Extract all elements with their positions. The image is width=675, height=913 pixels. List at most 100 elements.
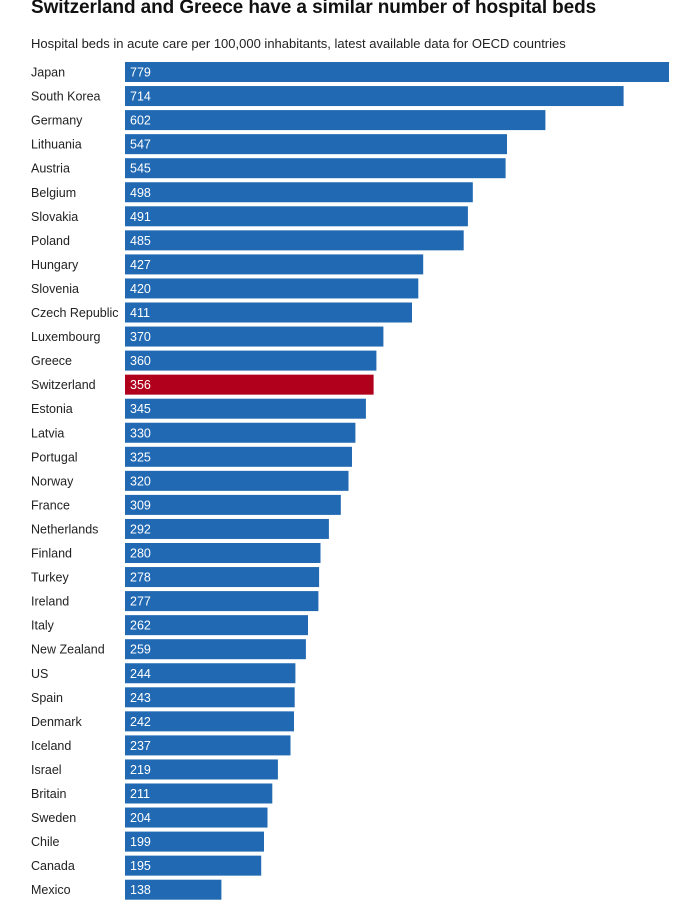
category-label-france: France: [31, 498, 70, 512]
bar-row-ireland: Ireland 277: [31, 591, 319, 612]
data-label-switzerland: 356: [130, 378, 151, 392]
category-label-norway: Norway: [31, 474, 74, 488]
data-label-greece: 360: [130, 354, 151, 368]
bar-turkey: [125, 567, 320, 588]
category-label-switzerland: Switzerland: [31, 378, 96, 392]
chart-title: Switzerland and Greece have a similar nu…: [31, 0, 597, 18]
data-label-lithuania: 547: [130, 138, 151, 152]
bar-row-france: France 309: [31, 494, 341, 515]
category-label-britain: Britain: [31, 787, 66, 801]
data-label-spain: 243: [130, 691, 151, 705]
bar-france: [125, 494, 341, 515]
bar-chile: [125, 831, 264, 852]
bar-row-britain: Britain 211: [31, 783, 273, 804]
category-label-hungary: Hungary: [31, 258, 79, 272]
category-label-belgium: Belgium: [31, 186, 76, 200]
bar-mexico: [125, 879, 222, 900]
category-label-south-korea: South Korea: [31, 90, 101, 104]
category-label-finland: Finland: [31, 547, 72, 561]
bar-row-slovenia: Slovenia 420: [31, 278, 419, 299]
bar-belgium: [125, 182, 473, 203]
bar-lithuania: [125, 134, 507, 155]
bar-portugal: [125, 446, 352, 467]
bar-south-korea: [125, 86, 624, 107]
bar-row-canada: Canada 195: [31, 855, 262, 876]
bar-iceland: [125, 735, 291, 756]
category-label-new-zealand: New Zealand: [31, 643, 105, 657]
category-label-lithuania: Lithuania: [31, 138, 82, 152]
category-label-greece: Greece: [31, 354, 72, 368]
data-label-france: 309: [130, 498, 151, 512]
bar-poland: [125, 230, 464, 251]
data-label-austria: 545: [130, 162, 151, 176]
category-label-italy: Italy: [31, 619, 55, 633]
bar-greece: [125, 350, 377, 371]
bar-netherlands: [125, 518, 329, 539]
bar-israel: [125, 759, 278, 780]
bar-row-hungary: Hungary 427: [31, 254, 424, 275]
bar-row-turkey: Turkey 278: [31, 567, 320, 588]
category-label-mexico: Mexico: [31, 883, 71, 897]
bar-row-finland: Finland 280: [31, 543, 321, 563]
bar-row-slovakia: Slovakia 491: [31, 206, 468, 227]
category-label-netherlands: Netherlands: [31, 522, 98, 536]
bar-row-latvia: Latvia 330: [31, 422, 356, 443]
category-label-turkey: Turkey: [31, 571, 69, 585]
category-label-germany: Germany: [31, 114, 83, 128]
bar-finland: [125, 543, 321, 563]
bar-denmark: [125, 711, 294, 732]
data-label-turkey: 278: [130, 571, 151, 585]
bar-row-israel: Israel 219: [31, 759, 278, 780]
bar-czech-republic: [125, 302, 412, 323]
category-label-denmark: Denmark: [31, 715, 82, 729]
bar-ireland: [125, 591, 319, 612]
bar-row-austria: Austria 545: [31, 158, 506, 179]
bar-estonia: [125, 398, 366, 419]
bar-new-zealand: [125, 639, 306, 660]
bar-slovenia: [125, 278, 419, 299]
data-label-denmark: 242: [130, 715, 151, 729]
bar-row-czech-republic: Czech Republic 411: [31, 302, 412, 323]
bar-row-new-zealand: New Zealand 259: [31, 639, 306, 660]
bar-germany: [125, 110, 546, 131]
bar-slovakia: [125, 206, 468, 227]
data-label-slovakia: 491: [130, 210, 151, 224]
bar-japan: [125, 62, 669, 82]
bar-row-lithuania: Lithuania 547: [31, 134, 507, 155]
category-label-chile: Chile: [31, 835, 60, 849]
bar-luxembourg: [125, 326, 384, 347]
data-label-luxembourg: 370: [130, 330, 151, 344]
bar-row-chile: Chile 199: [31, 831, 264, 852]
data-label-us: 244: [130, 667, 151, 681]
category-label-us: US: [31, 667, 48, 681]
category-label-czech-republic: Czech Republic: [31, 306, 119, 320]
bar-row-norway: Norway 320: [31, 470, 349, 491]
data-label-czech-republic: 411: [130, 306, 150, 320]
category-label-japan: Japan: [31, 66, 65, 80]
data-label-israel: 219: [130, 763, 151, 777]
bar-us: [125, 663, 296, 684]
chart-subtitle: Hospital beds in acute care per 100,000 …: [31, 36, 566, 51]
category-label-austria: Austria: [31, 162, 70, 176]
data-label-mexico: 138: [130, 883, 151, 897]
bar-hungary: [125, 254, 424, 275]
bar-row-poland: Poland 485: [31, 230, 464, 251]
bar-austria: [125, 158, 506, 179]
data-label-estonia: 345: [130, 402, 151, 416]
bar-row-mexico: Mexico 138: [31, 879, 222, 900]
category-label-iceland: Iceland: [31, 739, 71, 753]
bar-row-denmark: Denmark 242: [31, 711, 294, 732]
category-label-slovenia: Slovenia: [31, 282, 79, 296]
bar-row-portugal: Portugal 325: [31, 446, 352, 467]
bar-row-germany: Germany 602: [31, 110, 546, 131]
data-label-japan: 779: [130, 66, 151, 80]
data-label-ireland: 277: [130, 595, 151, 609]
data-label-slovenia: 420: [130, 282, 151, 296]
bar-row-estonia: Estonia 345: [31, 398, 366, 419]
data-label-italy: 262: [130, 619, 151, 633]
bar-britain: [125, 783, 273, 804]
category-label-portugal: Portugal: [31, 450, 78, 464]
data-label-poland: 485: [130, 234, 151, 248]
bar-sweden: [125, 807, 268, 828]
